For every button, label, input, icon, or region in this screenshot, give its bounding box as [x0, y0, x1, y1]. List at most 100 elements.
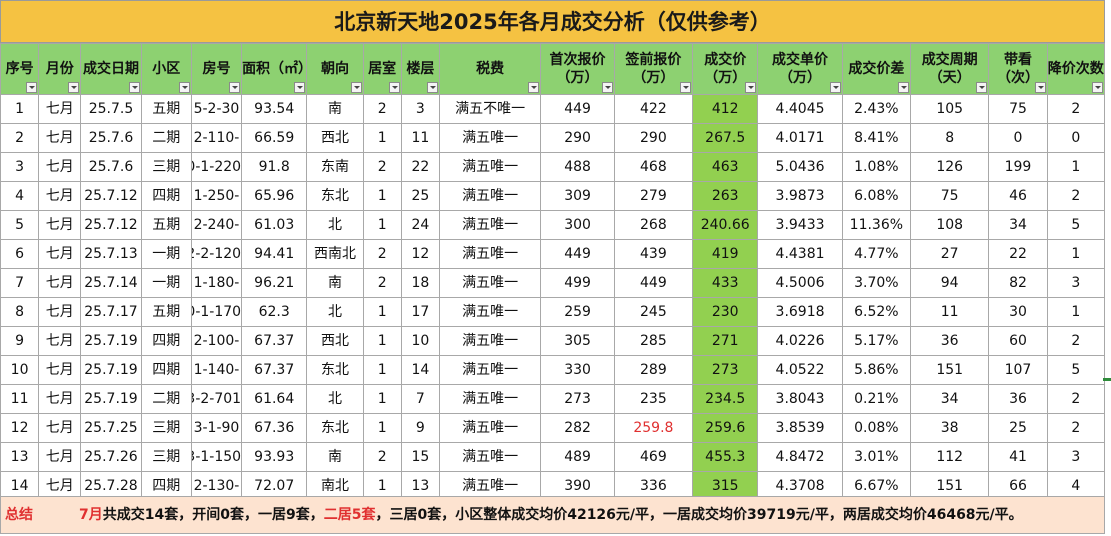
cell-viewings[interactable]: 0 [988, 123, 1048, 153]
cell-pre-sign-quote[interactable]: 268 [613, 210, 694, 240]
cell-price-diff[interactable]: 0.08% [841, 413, 912, 443]
cell-orientation[interactable]: 北 [306, 297, 364, 327]
col-header-rooms[interactable]: 居室 [362, 43, 402, 95]
cell-month[interactable]: 七月 [38, 268, 82, 298]
cell-community[interactable]: 四期 [140, 181, 192, 211]
cell-tax[interactable]: 满五唯一 [438, 123, 542, 153]
cell-date[interactable]: 25.7.25 [80, 413, 142, 443]
cell-unit-price[interactable]: 4.5006 [757, 268, 843, 298]
cell-month[interactable]: 七月 [38, 210, 82, 240]
cell-price-diff[interactable]: 6.08% [841, 181, 912, 211]
cell-price-cuts[interactable]: 2 [1046, 94, 1106, 124]
filter-dropdown-icon[interactable] [1034, 82, 1046, 93]
cell-area[interactable]: 65.96 [241, 181, 308, 211]
cell-seq[interactable]: 6 [0, 239, 40, 269]
cell-deal-price[interactable]: 267.5 [692, 123, 759, 153]
cell-tax[interactable]: 满五唯一 [438, 297, 542, 327]
cell-unit[interactable]: -2-100 [190, 326, 243, 356]
cell-first-quote[interactable]: 309 [540, 181, 615, 211]
cell-price-diff[interactable]: 4.77% [841, 239, 912, 269]
cell-unit[interactable]: 0-1-220 [190, 152, 243, 182]
cell-price-cuts[interactable]: 1 [1046, 239, 1106, 269]
filter-dropdown-icon[interactable] [388, 82, 400, 93]
cell-date[interactable]: 25.7.19 [80, 326, 142, 356]
col-header-orientation[interactable]: 朝向 [306, 43, 364, 95]
cell-floor[interactable]: 25 [400, 181, 440, 211]
cell-unit-price[interactable]: 3.9873 [757, 181, 843, 211]
col-header-month[interactable]: 月份 [38, 43, 82, 95]
cell-price-cuts[interactable]: 2 [1046, 326, 1106, 356]
col-header-unit[interactable]: 房号 [190, 43, 243, 95]
cell-price-cuts[interactable]: 3 [1046, 268, 1106, 298]
cell-deal-price[interactable]: 463 [692, 152, 759, 182]
cell-price-cuts[interactable]: 1 [1046, 297, 1106, 327]
cell-price-diff[interactable]: 1.08% [841, 152, 912, 182]
cell-rooms[interactable]: 1 [362, 181, 402, 211]
cell-orientation[interactable]: 北 [306, 384, 364, 414]
cell-first-quote[interactable]: 259 [540, 297, 615, 327]
cell-unit[interactable]: -2-240 [190, 210, 243, 240]
cell-seq[interactable]: 3 [0, 152, 40, 182]
cell-seq[interactable]: 10 [0, 355, 40, 385]
cell-community[interactable]: 五期 [140, 210, 192, 240]
cell-area[interactable]: 66.59 [241, 123, 308, 153]
col-header-unit-price[interactable]: 成交单价（万） [757, 43, 843, 95]
cell-date[interactable]: 25.7.12 [80, 210, 142, 240]
cell-floor[interactable]: 24 [400, 210, 440, 240]
cell-price-diff[interactable]: 6.52% [841, 297, 912, 327]
cell-viewings[interactable]: 36 [988, 384, 1048, 414]
cell-viewings[interactable]: 199 [988, 152, 1048, 182]
cell-pre-sign-quote[interactable]: 235 [613, 384, 694, 414]
cell-deal-cycle[interactable]: 151 [910, 355, 990, 385]
cell-unit-price[interactable]: 4.0171 [757, 123, 843, 153]
cell-rooms[interactable]: 2 [362, 268, 402, 298]
cell-price-cuts[interactable]: 5 [1046, 210, 1106, 240]
filter-dropdown-icon[interactable] [178, 82, 190, 93]
cell-orientation[interactable]: 东北 [306, 181, 364, 211]
cell-first-quote[interactable]: 449 [540, 239, 615, 269]
summary-row[interactable]: 总结 7月共成交14套，开间0套，一居9套，二居5套，三居0套，小区整体成交均价… [0, 496, 1105, 534]
cell-price-diff[interactable]: 0.21% [841, 384, 912, 414]
cell-price-cuts[interactable]: 3 [1046, 442, 1106, 472]
cell-date[interactable]: 25.7.13 [80, 239, 142, 269]
cell-rooms[interactable]: 2 [362, 152, 402, 182]
cell-first-quote[interactable]: 305 [540, 326, 615, 356]
cell-deal-cycle[interactable]: 27 [910, 239, 990, 269]
cell-price-diff[interactable]: 8.41% [841, 123, 912, 153]
cell-pre-sign-quote[interactable]: 245 [613, 297, 694, 327]
cell-date[interactable]: 25.7.17 [80, 297, 142, 327]
cell-tax[interactable]: 满五唯一 [438, 384, 542, 414]
cell-viewings[interactable]: 107 [988, 355, 1048, 385]
filter-dropdown-icon[interactable] [350, 82, 362, 93]
cell-area[interactable]: 96.21 [241, 268, 308, 298]
cell-area[interactable]: 67.37 [241, 355, 308, 385]
col-header-date[interactable]: 成交日期 [80, 43, 142, 95]
col-header-first-quote[interactable]: 首次报价（万） [540, 43, 615, 95]
cell-seq[interactable]: 5 [0, 210, 40, 240]
col-header-pre-sign-quote[interactable]: 签前报价（万） [613, 43, 694, 95]
cell-area[interactable]: 93.93 [241, 442, 308, 472]
cell-tax[interactable]: 满五唯一 [438, 268, 542, 298]
cell-month[interactable]: 七月 [38, 239, 82, 269]
cell-unit-price[interactable]: 4.8472 [757, 442, 843, 472]
cell-tax[interactable]: 满五唯一 [438, 442, 542, 472]
cell-first-quote[interactable]: 300 [540, 210, 615, 240]
cell-month[interactable]: 七月 [38, 123, 82, 153]
cell-tax[interactable]: 满五唯一 [438, 239, 542, 269]
col-header-viewings[interactable]: 带看（次） [988, 43, 1048, 95]
cell-unit[interactable]: 3-1-90 [190, 413, 243, 443]
cell-rooms[interactable]: 2 [362, 94, 402, 124]
cell-unit-price[interactable]: 3.6918 [757, 297, 843, 327]
filter-dropdown-icon[interactable] [294, 82, 306, 93]
cell-first-quote[interactable]: 330 [540, 355, 615, 385]
cell-tax[interactable]: 满五唯一 [438, 152, 542, 182]
cell-deal-price[interactable]: 273 [692, 355, 759, 385]
cell-orientation[interactable]: 西南北 [306, 239, 364, 269]
cell-price-diff[interactable]: 5.17% [841, 326, 912, 356]
cell-seq[interactable]: 4 [0, 181, 40, 211]
cell-pre-sign-quote[interactable]: 449 [613, 268, 694, 298]
cell-deal-price[interactable]: 259.6 [692, 413, 759, 443]
cell-viewings[interactable]: 60 [988, 326, 1048, 356]
cell-pre-sign-quote[interactable]: 468 [613, 152, 694, 182]
cell-orientation[interactable]: 南 [306, 442, 364, 472]
